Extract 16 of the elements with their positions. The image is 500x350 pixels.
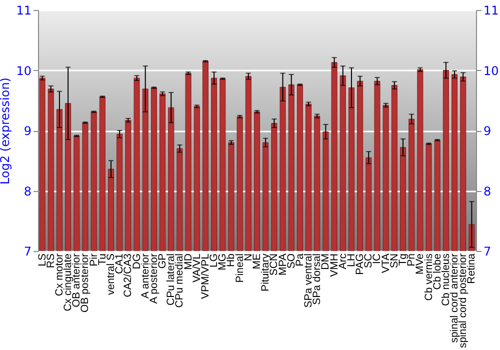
- y-tick-label: 9: [24, 124, 32, 138]
- y-tick-label: 11: [16, 4, 32, 18]
- y-tick-label: 10: [16, 64, 32, 78]
- y-tick-label: 7: [24, 244, 32, 258]
- x-tick-label: DG: [130, 254, 143, 270]
- x-tick-label: Tg: [397, 253, 409, 266]
- x-tick-label: A posterior: [148, 253, 160, 304]
- x-tick-label: RS: [44, 254, 57, 268]
- x-tick-label: Retina: [466, 253, 478, 284]
- y2-tick-label: 10: [484, 64, 499, 78]
- y2-tick-label: 11: [484, 4, 499, 18]
- y-axis-title: Log2 (expression): [0, 78, 12, 184]
- y-tick-label: 8: [24, 184, 32, 198]
- y2-tick-label: 9: [484, 124, 492, 138]
- y2-tick-label: 7: [484, 244, 492, 258]
- y2-tick-label: 8: [484, 184, 492, 198]
